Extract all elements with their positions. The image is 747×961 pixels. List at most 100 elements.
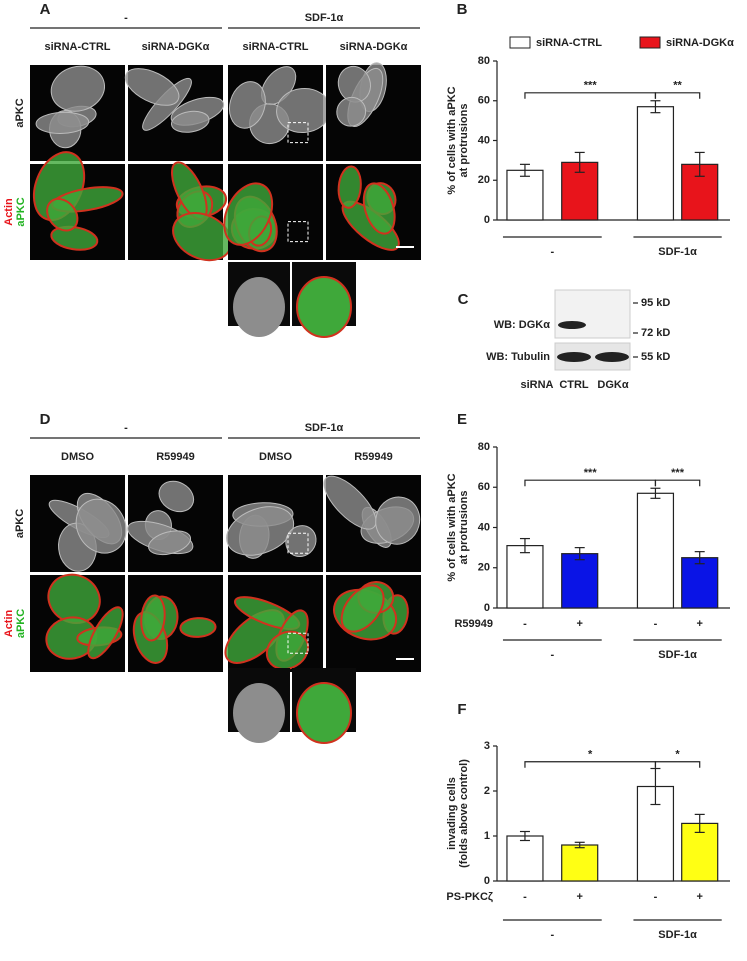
x-tick-label: - [523,618,527,630]
y-axis-label: invading cells [446,777,458,850]
label: 55 kD [641,351,670,363]
label: 72 kD [641,327,670,339]
label: DGKα [597,379,628,391]
inset-cell [296,682,352,744]
cell [87,606,124,660]
cell [124,68,180,106]
error-bar [519,163,530,177]
cell [375,496,421,545]
column-label: siRNA-CTRL [45,41,111,53]
zoom-box [287,532,309,554]
panel-letter: B [457,1,468,18]
significance-bracket [524,761,657,768]
label: SDF-1α [305,422,344,434]
group-label: SDF-1α [658,246,697,258]
cell [228,81,266,129]
bar [636,106,675,221]
group-label: - [551,246,555,258]
cell [226,506,295,556]
cell [337,165,362,209]
y-tick-label: 0 [484,875,490,887]
significance-bracket [524,92,657,99]
label: CTRL [559,379,589,391]
error-bar [519,537,530,554]
panel-letter: F [457,701,466,718]
significance-bracket [654,479,701,487]
group-label: SDF-1α [658,929,697,941]
y-axis-label: at protrusions [458,104,470,178]
significance-label: * [588,749,593,761]
cell [50,225,99,251]
error-bar [694,151,705,177]
error-bar [574,151,585,173]
cell [158,480,195,513]
legend-label: siRNA-DGKα [666,37,734,49]
column-label: DMSO [61,451,94,463]
row-label: R59949 [454,618,493,630]
y-axis-label: % of cells with aPKC [446,473,458,581]
cell [75,498,127,554]
cell [362,182,396,235]
significance-label: *** [584,80,598,92]
cell [46,197,79,232]
y-tick-label: 20 [478,562,490,574]
cell [170,110,210,133]
x-tick-label: + [576,618,582,630]
y-axis-label: % of cells with aPKC [446,86,458,194]
y-tick-label: 0 [484,214,490,226]
significance-label: * [675,749,680,761]
significance-label: *** [584,467,598,479]
cell [336,96,367,127]
group-label: - [551,649,555,661]
cell [265,630,309,671]
legend-swatch [639,36,661,49]
error-bar [694,813,705,834]
bar [506,169,544,221]
bar [561,553,599,609]
significance-label: ** [673,80,682,92]
label: siRNA [520,379,553,391]
panel-letter: C [458,291,469,308]
column-label: R59949 [354,451,393,463]
significance-bracket [524,479,657,487]
zoom-box [287,221,309,243]
label: WB: DGKα [494,319,550,331]
band [557,352,591,362]
cell [323,475,377,530]
inset-cell [233,277,285,337]
label: - [124,12,128,24]
error-bar [519,830,530,842]
error-bar [574,841,585,849]
label: 95 kD [641,297,670,309]
bar [506,545,544,609]
significance-bracket [654,92,701,99]
group-label: SDF-1α [658,649,697,661]
column-label: siRNA-CTRL [243,41,309,53]
x-tick-label: - [654,618,658,630]
inset-cell [296,276,352,338]
cell [223,182,274,246]
row-label: aPKC [15,609,27,638]
y-tick-label: 20 [478,174,490,186]
y-tick-label: 1 [484,830,490,842]
cell [35,111,90,134]
inset-cell [233,683,285,743]
y-axis-label: (folds above control) [458,759,470,868]
column-label: R59949 [156,451,195,463]
y-tick-label: 60 [478,95,490,107]
x-tick-label: + [576,891,582,903]
y-tick-label: 2 [484,785,490,797]
row-label: PS-PKCζ [446,891,493,903]
error-bar [694,551,705,565]
bar [561,844,599,882]
band [558,321,586,329]
y-tick-label: 80 [478,55,490,67]
cell [140,594,166,642]
y-tick-label: 80 [478,441,490,453]
label: - [124,422,128,434]
y-tick-label: 60 [478,481,490,493]
cell [179,617,217,638]
x-tick-label: - [654,891,658,903]
panel-letter: E [457,411,467,428]
